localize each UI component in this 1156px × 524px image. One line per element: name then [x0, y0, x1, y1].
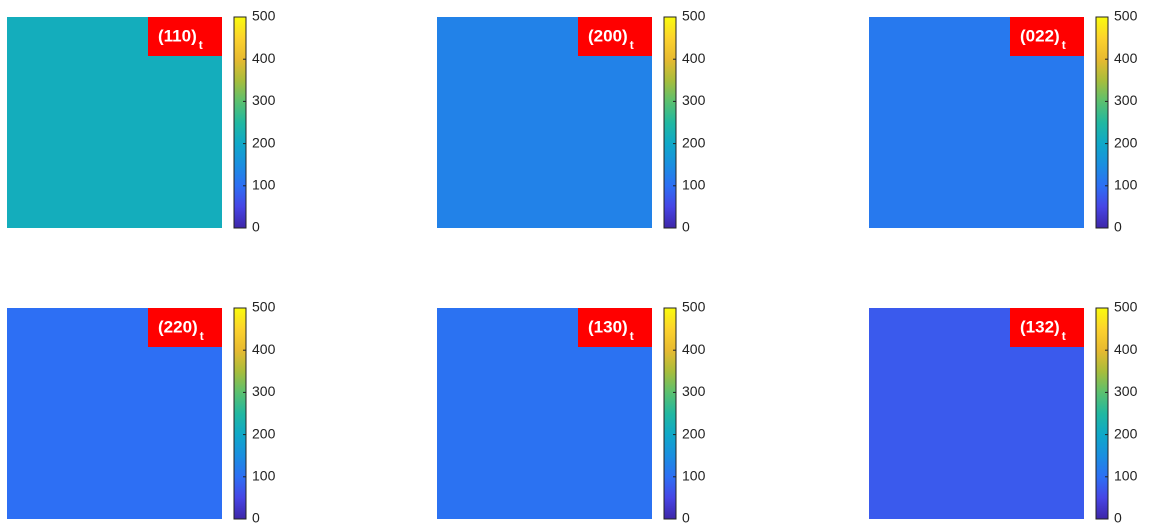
panel-label: (022) — [1020, 26, 1060, 45]
colorbar-tick-label: 0 — [682, 510, 690, 524]
colorbar-tick-label: 500 — [682, 299, 706, 315]
panel-label: (200) — [588, 26, 628, 45]
colorbar-tick-label: 100 — [682, 468, 706, 484]
label-box — [1010, 17, 1084, 56]
colorbar-tick-label: 0 — [252, 219, 260, 235]
colorbar — [233, 16, 247, 229]
colorbar-tick-label: 400 — [252, 341, 276, 357]
panel-label-subscript: t — [630, 38, 634, 52]
label-box — [1010, 308, 1084, 347]
panel-label-subscript: t — [1062, 329, 1066, 343]
colorbar-tick-label: 500 — [1114, 299, 1138, 315]
colorbar — [233, 307, 247, 520]
colorbar-tick-label: 100 — [1114, 177, 1138, 193]
colorbar-tick-label: 0 — [1114, 219, 1122, 235]
colorbar-tick-label: 300 — [1114, 383, 1138, 399]
colorbar-tick-label: 0 — [682, 219, 690, 235]
colorbar-tick-label: 400 — [682, 341, 706, 357]
colorbar-tick-label: 200 — [252, 134, 276, 150]
panel-label-subscript: t — [1062, 38, 1066, 52]
colorbar-tick-label: 300 — [1114, 92, 1138, 108]
label-box — [578, 308, 652, 347]
panel-label: (110) — [158, 26, 197, 45]
label-box — [148, 308, 222, 347]
colorbar-tick-label: 200 — [1114, 134, 1138, 150]
label-box — [578, 17, 652, 56]
panel-label: (132) — [1020, 317, 1060, 336]
colorbar-tick-label: 100 — [252, 177, 276, 193]
label-box — [148, 17, 222, 56]
panel-label-subscript: t — [199, 38, 203, 52]
colorbar-tick-label: 400 — [682, 50, 706, 66]
colorbar-tick-label: 500 — [1114, 8, 1138, 24]
panel-label: (220) — [158, 317, 198, 336]
colorbar-tick-label: 200 — [1114, 425, 1138, 441]
colorbar-tick-label: 400 — [1114, 341, 1138, 357]
colorbar-tick-label: 100 — [1114, 468, 1138, 484]
colorbar-tick-label: 100 — [682, 177, 706, 193]
colorbar — [663, 16, 677, 229]
colorbar-tick-label: 200 — [252, 425, 276, 441]
panel-label: (130) — [588, 317, 628, 336]
colorbar-tick-label: 0 — [1114, 510, 1122, 524]
colorbar-tick-label: 300 — [252, 92, 276, 108]
colorbar-tick-label: 500 — [252, 299, 276, 315]
colorbar-tick-label: 400 — [1114, 50, 1138, 66]
colorbar-tick-label: 500 — [682, 8, 706, 24]
panel-label-subscript: t — [630, 329, 634, 343]
colorbar-tick-label: 0 — [252, 510, 260, 524]
colorbar-tick-label: 200 — [682, 134, 706, 150]
panel-label-subscript: t — [200, 329, 204, 343]
colorbar — [1095, 16, 1109, 229]
colorbar-tick-label: 300 — [252, 383, 276, 399]
colorbar — [1095, 307, 1109, 520]
colorbar-tick-label: 400 — [252, 50, 276, 66]
colorbar-tick-label: 300 — [682, 383, 706, 399]
colorbar-tick-label: 500 — [252, 8, 276, 24]
colorbar-tick-label: 100 — [252, 468, 276, 484]
colorbar-tick-label: 300 — [682, 92, 706, 108]
colorbar — [663, 307, 677, 520]
colorbar-tick-label: 200 — [682, 425, 706, 441]
